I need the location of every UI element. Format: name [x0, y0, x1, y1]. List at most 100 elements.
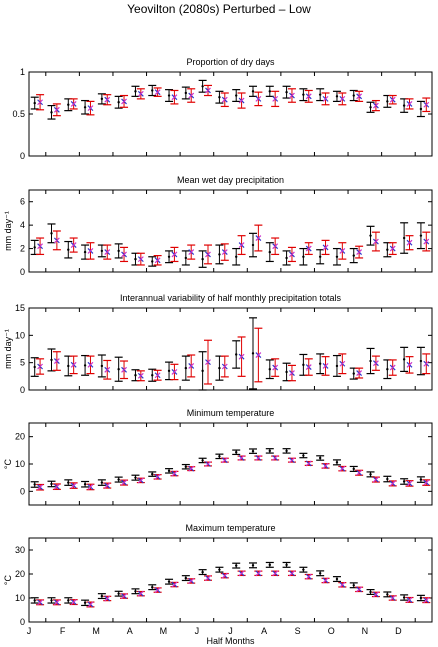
data-point: [369, 473, 372, 476]
data-point: [117, 478, 120, 481]
data-point: [184, 91, 188, 95]
data-point: [117, 249, 120, 253]
error-bar: [388, 480, 397, 487]
error-bar: [383, 475, 392, 483]
data-point-x: [406, 480, 413, 487]
error-bar: [338, 465, 347, 472]
error-bar: [304, 242, 313, 256]
y-tick-label: 5: [20, 358, 25, 368]
error-bar: [321, 239, 330, 256]
data-point-x: [423, 597, 430, 604]
y-tick-label: 0.5: [12, 109, 25, 119]
error-bar: [215, 90, 224, 104]
data-point: [184, 366, 188, 370]
error-bar: [220, 92, 229, 108]
x-tick-label: N: [362, 626, 369, 636]
error-bar: [81, 480, 90, 488]
error-bar: [220, 457, 229, 464]
error-bar: [64, 597, 73, 604]
y-axis-label: mm day⁻¹: [3, 329, 13, 369]
data-point-x: [121, 98, 127, 105]
plot-frame: [28, 422, 433, 506]
error-bar: [170, 89, 179, 105]
data-point-x: [406, 239, 413, 246]
error-bar: [366, 471, 375, 478]
data-point-x: [255, 352, 262, 358]
error-bar: [131, 369, 140, 382]
error-bar: [203, 461, 212, 467]
data-point-x: [137, 256, 144, 263]
data-point-x: [272, 570, 279, 577]
data-point-x: [53, 483, 60, 490]
plot-frame: [28, 307, 433, 391]
data-point: [335, 461, 339, 464]
data-point-x: [339, 465, 346, 472]
error-bar: [52, 483, 61, 491]
data-point-x: [154, 587, 161, 594]
error-bar: [36, 599, 45, 606]
error-bar: [416, 100, 425, 118]
error-bar: [170, 581, 179, 588]
plot-frame: [28, 537, 433, 623]
data-point-x: [104, 482, 111, 489]
data-point: [285, 563, 288, 567]
x-tick-label: O: [328, 626, 335, 636]
data-point: [167, 580, 171, 583]
error-bar: [36, 237, 45, 256]
data-point-x: [356, 469, 363, 476]
error-bar: [203, 244, 212, 265]
error-bar: [232, 89, 241, 103]
error-bar: [321, 462, 330, 469]
error-bar: [136, 590, 145, 597]
error-bar: [69, 355, 78, 375]
error-bar: [187, 354, 196, 378]
y-tick-label: 0: [20, 617, 25, 627]
data-point-x: [289, 457, 295, 464]
data-point-x: [372, 476, 379, 483]
error-bar: [316, 88, 325, 102]
error-bar: [400, 346, 409, 373]
data-point-x: [37, 99, 44, 106]
data-point: [419, 359, 423, 363]
error-bar: [338, 353, 347, 375]
data-point: [50, 232, 53, 235]
panel-5: Maximum temperature 0 10 20 30 °C J F M A M J J A S O N D…: [3, 523, 433, 646]
x-tick-label: A: [261, 626, 267, 636]
data-point-x: [188, 92, 195, 99]
data-point: [419, 107, 423, 111]
data-point: [369, 234, 372, 237]
data-point-x: [188, 249, 195, 256]
data-point-x: [305, 364, 312, 370]
error-bar: [181, 86, 190, 100]
data-point-x: [356, 586, 363, 593]
data-point: [352, 254, 355, 257]
y-tick-label: 1: [20, 67, 25, 77]
error-bar: [170, 246, 179, 263]
error-bar: [316, 570, 325, 577]
data-point: [134, 476, 137, 479]
data-point-x: [104, 249, 111, 256]
error-bar: [81, 244, 90, 260]
data-point: [218, 253, 221, 256]
data-point-x: [289, 251, 295, 258]
error-bar: [136, 88, 145, 100]
data-point-x: [87, 247, 94, 254]
error-bar: [349, 89, 358, 102]
data-point-x: [137, 90, 144, 97]
x-tick-label: M: [160, 626, 168, 636]
error-bar: [254, 91, 263, 107]
data-point: [268, 250, 271, 254]
data-point: [285, 370, 288, 374]
panel-title: Minimum temperature: [187, 408, 275, 418]
error-bar: [299, 88, 308, 102]
data-point: [419, 596, 423, 600]
error-bar: [366, 347, 375, 375]
x-tick-label: S: [295, 626, 301, 636]
data-point: [386, 368, 389, 371]
error-bar: [400, 594, 409, 601]
error-bar: [304, 358, 313, 376]
y-tick-label: 10: [15, 459, 25, 469]
data-point-x: [322, 462, 329, 469]
data-point: [386, 248, 389, 251]
data-point: [268, 449, 271, 453]
